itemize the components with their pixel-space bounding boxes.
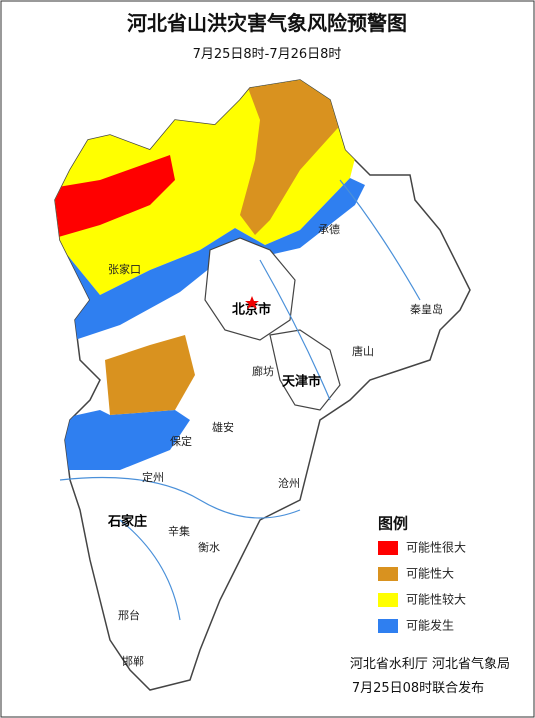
city-label: 北京市 bbox=[232, 302, 271, 318]
city-label: 沧州 bbox=[278, 476, 300, 490]
city-label: 秦皇岛 bbox=[410, 302, 443, 316]
legend-swatch bbox=[378, 593, 398, 607]
city-label: 保定 bbox=[170, 434, 192, 448]
city-label: 石家庄 bbox=[107, 514, 147, 530]
beijing-outline bbox=[204, 237, 296, 341]
legend-label: 可能性较大 bbox=[406, 592, 466, 607]
city-label: 邢台 bbox=[118, 608, 140, 622]
city-labels: 承德 张家口 北京市 秦皇岛 唐山 廊坊 天津市 保定 雄安 沧州 定州 石家庄… bbox=[107, 222, 443, 668]
legend-label: 可能性大 bbox=[406, 567, 454, 581]
tianjin-outline bbox=[269, 329, 341, 411]
zone-orange bbox=[240, 80, 345, 235]
map-subtitle: 7月25日8时-7月26日8时 bbox=[193, 47, 342, 62]
city-label: 邯郸 bbox=[122, 654, 144, 668]
rivers bbox=[59, 179, 421, 621]
city-label: 廊坊 bbox=[252, 364, 274, 378]
city-label: 衡水 bbox=[198, 541, 220, 554]
map-title: 河北省山洪灾害气象风险预警图 bbox=[127, 11, 407, 35]
city-label: 定州 bbox=[142, 470, 164, 484]
city-label: 雄安 bbox=[212, 420, 234, 434]
capital-star bbox=[245, 296, 259, 309]
zone-blue bbox=[55, 410, 190, 470]
legend-swatch bbox=[378, 567, 398, 581]
footer-agencies: 河北省水利厅 河北省气象局 bbox=[350, 656, 510, 672]
city-label: 唐山 bbox=[352, 344, 374, 358]
zone-orange bbox=[105, 335, 195, 415]
legend-swatch bbox=[378, 619, 398, 633]
city-label: 承德 bbox=[318, 222, 340, 236]
city-label: 辛集 bbox=[168, 524, 190, 538]
legend-label: 可能发生 bbox=[406, 618, 454, 633]
city-label: 张家口 bbox=[108, 262, 141, 276]
legend-label: 可能性很大 bbox=[406, 541, 466, 555]
footer-date: 7月25日08时联合发布 bbox=[352, 680, 484, 696]
legend-title: 图例 bbox=[378, 515, 408, 533]
city-label: 天津市 bbox=[282, 374, 321, 390]
legend-swatch bbox=[378, 541, 398, 555]
zone-red bbox=[55, 155, 175, 238]
